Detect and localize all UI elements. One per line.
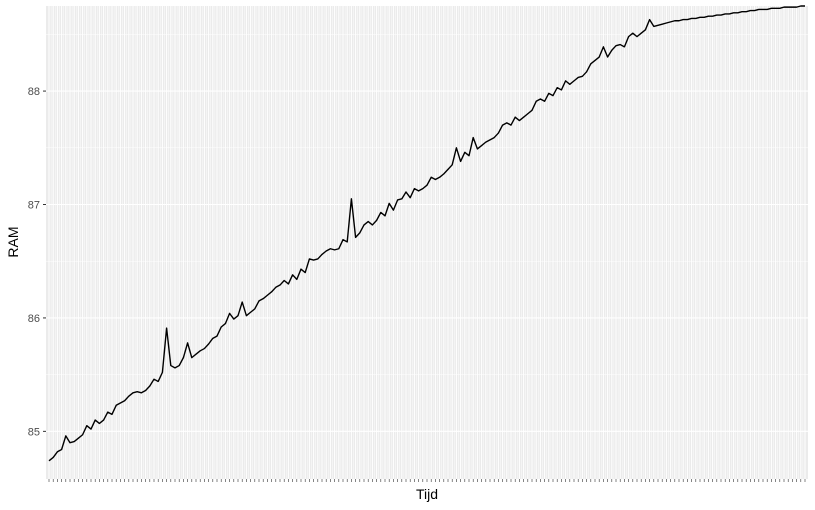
y-axis-ticks: 85 86 87 88: [28, 86, 806, 482]
y-tick-label: 88: [28, 86, 40, 98]
x-axis-title: Tijd: [416, 486, 438, 502]
y-axis-title: RAM: [5, 226, 21, 257]
y-tick-label: 86: [28, 313, 40, 325]
y-tick-label: 85: [28, 426, 40, 438]
ram-series-line: [48, 5, 805, 462]
grid-lines: [46, 6, 808, 479]
y-tick-label: 87: [28, 200, 40, 212]
